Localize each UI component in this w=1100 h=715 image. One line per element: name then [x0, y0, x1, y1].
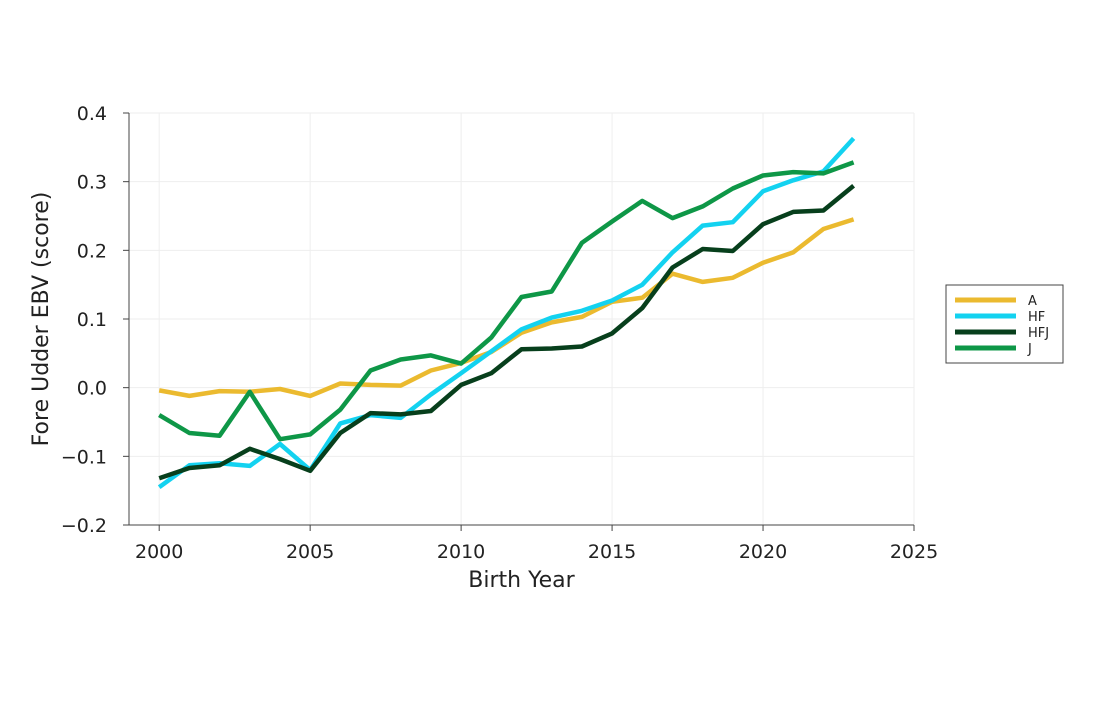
- series-lines: [157, 136, 856, 490]
- ticks: −0.2 −0.1 0.0 0.1 0.2 0.3 0.4 2000 2005 2010 2015 2…: [61, 103, 938, 563]
- y-axis-title: Fore Udder EBV (score): [29, 192, 54, 447]
- legend-label-hf: HF: [1028, 310, 1045, 325]
- y-tick-label: −0.1: [61, 446, 107, 468]
- x-tick-label: 2000: [135, 541, 183, 563]
- x-tick-label: 2020: [739, 541, 787, 563]
- x-tick-label: 2015: [588, 541, 636, 563]
- grid: [129, 112, 915, 526]
- y-tick-label: 0.2: [77, 240, 107, 262]
- legend-box: [945, 284, 1064, 364]
- legend-label-j: J: [1027, 342, 1032, 357]
- x-tick-label: 2010: [437, 541, 485, 563]
- x-tick-label: 2005: [286, 541, 334, 563]
- series-line-j: [158, 160, 855, 442]
- legend-label-hfj: HFJ: [1028, 326, 1049, 341]
- y-tick-label: −0.2: [61, 515, 107, 537]
- x-tick-label: 2025: [890, 541, 938, 563]
- y-tick-label: 0.1: [77, 309, 107, 331]
- x-axis-title: Birth Year: [468, 568, 575, 593]
- series-line-hf: [157, 136, 856, 490]
- series-line-a: [158, 217, 855, 399]
- series-line-hfj: [158, 184, 856, 481]
- legend-label-a: A: [1028, 294, 1037, 309]
- y-tick-label: 0.4: [77, 103, 107, 125]
- y-tick-label: 0.3: [77, 172, 107, 194]
- y-tick-label: 0.0: [77, 378, 107, 400]
